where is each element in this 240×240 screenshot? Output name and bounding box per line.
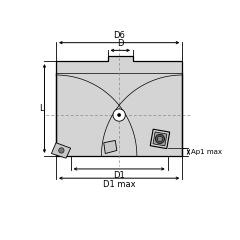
Text: L: L (39, 104, 44, 113)
Circle shape (157, 136, 163, 142)
Text: D1 max: D1 max (103, 180, 135, 190)
Text: D6: D6 (113, 31, 125, 40)
Circle shape (118, 114, 121, 117)
Polygon shape (51, 143, 71, 158)
Circle shape (155, 134, 165, 144)
Polygon shape (56, 56, 182, 156)
Text: D: D (117, 39, 123, 48)
Polygon shape (150, 129, 170, 149)
Circle shape (113, 109, 125, 121)
Polygon shape (153, 132, 167, 146)
Text: Ap1 max: Ap1 max (191, 149, 222, 155)
Circle shape (59, 148, 64, 153)
Text: D1: D1 (113, 171, 125, 180)
Polygon shape (104, 140, 117, 154)
